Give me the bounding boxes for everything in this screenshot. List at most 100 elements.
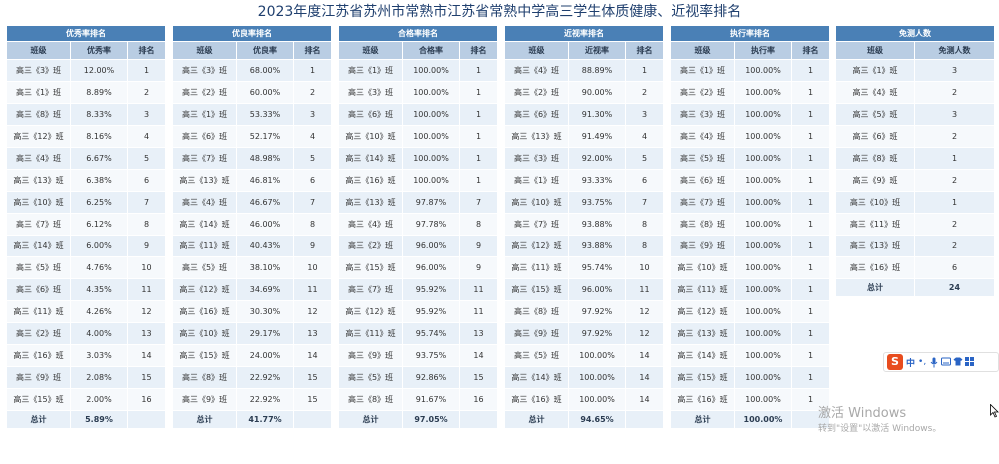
ime-lang-toggle[interactable]: 中 — [906, 358, 916, 369]
total-empty — [624, 410, 665, 429]
table-row: 高三《11》班 95.74% 10 — [504, 256, 665, 280]
table-row: 高三《1》班 8.89% 2 — [6, 80, 167, 104]
rate-cell: 68.00% — [236, 59, 294, 82]
rank-cell: 14 — [292, 344, 333, 368]
rank-cell: 1 — [458, 124, 499, 148]
rank-cell: 11 — [458, 278, 499, 302]
table-row: 高三《11》班 2 — [835, 212, 995, 236]
table-row: 高三《11》班 4.26% 12 — [6, 300, 167, 324]
rank-cell: 16 — [126, 388, 167, 411]
class-name-cell: 高三《14》班 — [504, 366, 569, 390]
rank-cell: 9 — [458, 234, 499, 258]
table-row: 高三《11》班 100.00% 1 — [670, 278, 831, 302]
class-name-cell: 高三《9》班 — [338, 344, 403, 368]
class-name-cell: 高三《3》班 — [670, 102, 735, 126]
mic-icon[interactable] — [929, 357, 938, 368]
exempt-count-cell: 3 — [914, 102, 995, 126]
exempt-count-cell: 2 — [914, 168, 995, 192]
rate-cell: 93.75% — [568, 190, 626, 214]
rank-cell: 6 — [126, 168, 167, 192]
total-label: 总计 — [338, 410, 403, 429]
table-row: 高三《12》班 95.92% 11 — [338, 300, 499, 324]
rank-cell: 12 — [624, 322, 665, 346]
rate-cell: 22.92% — [236, 388, 294, 411]
sogou-logo-icon[interactable]: S — [887, 354, 903, 370]
class-name-cell: 高三《5》班 — [172, 256, 237, 280]
total-row: 总计 94.65% — [504, 410, 665, 429]
class-name-cell: 高三《16》班 — [338, 168, 403, 192]
table-row: 高三《6》班 52.17% 4 — [172, 124, 333, 148]
class-name-cell: 高三《11》班 — [172, 234, 237, 258]
rank-cell: 4 — [292, 124, 333, 148]
rank-table: 近视率排名 班级 近视率 排名 高三《4》班 88.89% 1 高三《2》班 90.00% 2 高三… — [503, 25, 665, 429]
rate-cell: 100.00% — [568, 388, 626, 411]
rate-cell: 95.92% — [402, 300, 460, 324]
rank-cell: 1 — [790, 190, 831, 214]
class-name-cell: 高三《7》班 — [504, 212, 569, 236]
table-title: 免测人数 — [835, 25, 995, 42]
rate-cell: 100.00% — [734, 80, 792, 104]
total-value: 97.05% — [402, 410, 460, 429]
table-row: 高三《12》班 93.88% 8 — [504, 234, 665, 258]
watermark-title: 激活 Windows — [818, 406, 907, 421]
table-row: 高三《3》班 100.00% 1 — [338, 80, 499, 104]
rank-cell: 1 — [790, 256, 831, 280]
ime-toolbar[interactable]: S 中 •, — [883, 352, 999, 372]
exempt-table: 免测人数 班级 免测人数 高三《1》班 3 高三《4》班 2 高三《5》班 3 高三《6》班 2 高三… — [835, 25, 995, 298]
table-row: 高三《6》班 4.35% 11 — [6, 278, 167, 302]
rate-cell: 97.87% — [402, 190, 460, 214]
rate-cell: 100.00% — [734, 366, 792, 390]
table-title: 合格率排名 — [337, 25, 499, 42]
class-name-cell: 高三《7》班 — [172, 146, 237, 170]
table-title: 优秀率排名 — [5, 25, 167, 42]
class-name-cell: 高三《4》班 — [172, 190, 237, 214]
class-name-cell: 高三《2》班 — [6, 322, 71, 346]
rank-cell: 1 — [790, 124, 831, 148]
column-header-rank: 排名 — [790, 41, 831, 60]
rate-cell: 100.00% — [402, 124, 460, 148]
class-name-cell: 高三《5》班 — [835, 102, 915, 126]
table-row: 高三《14》班 6.00% 9 — [6, 234, 167, 258]
table-row: 高三《10》班 1 — [835, 190, 995, 214]
class-name-cell: 高三《4》班 — [670, 124, 735, 148]
rank-cell: 2 — [126, 80, 167, 104]
class-name-cell: 高三《8》班 — [504, 300, 569, 324]
class-name-cell: 高三《15》班 — [172, 344, 237, 368]
rank-cell: 15 — [292, 366, 333, 390]
rate-cell: 100.00% — [734, 344, 792, 368]
rate-cell: 97.92% — [568, 300, 626, 324]
rank-cell: 4 — [126, 124, 167, 148]
keyboard-icon[interactable] — [941, 357, 952, 368]
table-row: 高三《7》班 6.12% 8 — [6, 212, 167, 236]
column-header-class: 班级 — [504, 41, 569, 60]
table-row: 高三《7》班 100.00% 1 — [670, 190, 831, 214]
class-name-cell: 高三《5》班 — [670, 146, 735, 170]
class-name-cell: 高三《10》班 — [835, 190, 915, 214]
table-row: 高三《4》班 88.89% 1 — [504, 59, 665, 82]
rate-cell: 6.67% — [70, 146, 128, 170]
mouse-cursor-icon — [990, 404, 999, 418]
grid-icon[interactable] — [965, 356, 975, 368]
watermark-subtitle: 转到"设置"以激活 Windows。 — [818, 424, 942, 434]
rate-cell: 95.74% — [402, 322, 460, 346]
class-name-cell: 高三《14》班 — [338, 146, 403, 170]
class-name-cell: 高三《2》班 — [338, 234, 403, 258]
rank-cell: 9 — [458, 256, 499, 280]
rank-cell: 1 — [790, 344, 831, 368]
table-row: 高三《5》班 100.00% 14 — [504, 344, 665, 368]
table-row: 高三《16》班 100.00% 1 — [670, 388, 831, 411]
rank-table: 合格率排名 班级 合格率 排名 高三《1》班 100.00% 1 高三《3》班 100.00% 1… — [337, 25, 499, 429]
table-row: 高三《2》班 60.00% 2 — [172, 80, 333, 104]
class-name-cell: 高三《6》班 — [172, 124, 237, 148]
table-row: 高三《3》班 100.00% 1 — [670, 102, 831, 126]
class-name-cell: 高三《2》班 — [504, 80, 569, 104]
ime-punct-toggle[interactable]: •, — [918, 357, 927, 367]
class-name-cell: 高三《8》班 — [338, 388, 403, 411]
shirt-icon[interactable] — [953, 357, 963, 368]
table-row: 高三《15》班 2.00% 16 — [6, 388, 167, 411]
rate-cell: 88.89% — [568, 59, 626, 82]
table-row: 高三《10》班 100.00% 1 — [338, 124, 499, 148]
class-name-cell: 高三《14》班 — [670, 344, 735, 368]
class-name-cell: 高三《13》班 — [172, 168, 237, 192]
class-name-cell: 高三《1》班 — [670, 59, 735, 82]
